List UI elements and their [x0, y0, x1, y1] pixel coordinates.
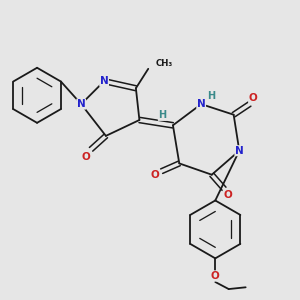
Text: H: H [207, 92, 215, 101]
Text: H: H [158, 110, 166, 120]
Text: O: O [151, 170, 160, 180]
Text: O: O [211, 271, 220, 281]
Text: N: N [197, 99, 206, 109]
Text: CH₃: CH₃ [156, 59, 173, 68]
Text: N: N [77, 99, 85, 109]
Text: O: O [249, 93, 257, 103]
Text: N: N [100, 76, 109, 86]
Text: O: O [223, 190, 232, 200]
Text: N: N [235, 146, 244, 156]
Text: O: O [81, 152, 90, 162]
